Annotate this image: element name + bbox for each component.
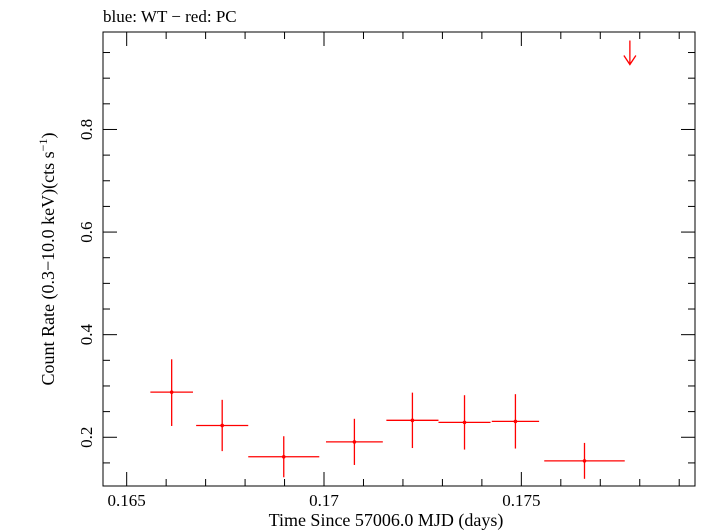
data-point: [248, 436, 320, 478]
y-axis-label-tail: ): [38, 133, 59, 139]
x-tick-label: 0.175: [502, 491, 540, 510]
y-tick-label: 0.6: [77, 221, 96, 242]
data-points: [150, 40, 637, 479]
y-axis-label: Count Rate (0.3−10.0 keV)(cts s−1): [36, 133, 59, 386]
y-tick-label: 0.4: [77, 324, 96, 346]
data-point: [196, 399, 249, 452]
chart-title: blue: WT − red: PC: [103, 7, 237, 26]
y-tick-label: 0.2: [77, 427, 96, 448]
y-axis-label-sup: −1: [36, 139, 50, 152]
data-point: [325, 418, 383, 465]
data-point: [491, 394, 540, 449]
x-axis-label: Time Since 57006.0 MJD (days): [269, 510, 504, 531]
plot-frame: [102, 31, 696, 487]
y-tick-label: 0.8: [77, 119, 96, 140]
axis-tick-labels: 0.165 0.17 0.175 0.2 0.4 0.6 0.8: [77, 119, 540, 510]
data-marker: [513, 419, 518, 424]
y-axis-label-main: Count Rate (0.3−10.0 keV)(cts s: [38, 151, 59, 385]
data-point: [544, 442, 625, 479]
data-marker: [410, 418, 415, 423]
x-tick-label: 0.17: [309, 491, 339, 510]
data-marker: [220, 423, 224, 428]
data-point: [438, 395, 491, 450]
data-marker: [352, 440, 357, 444]
data-marker: [462, 420, 467, 425]
data-point: [150, 359, 193, 426]
upper-limit-head: [623, 55, 637, 66]
data-point: [386, 392, 439, 449]
x-tick-label: 0.165: [108, 491, 146, 510]
axis-ticks: [103, 32, 695, 486]
data-marker: [169, 390, 174, 394]
data-marker: [582, 459, 587, 463]
data-marker: [281, 454, 286, 459]
upper-limit-arrow: [623, 40, 637, 66]
